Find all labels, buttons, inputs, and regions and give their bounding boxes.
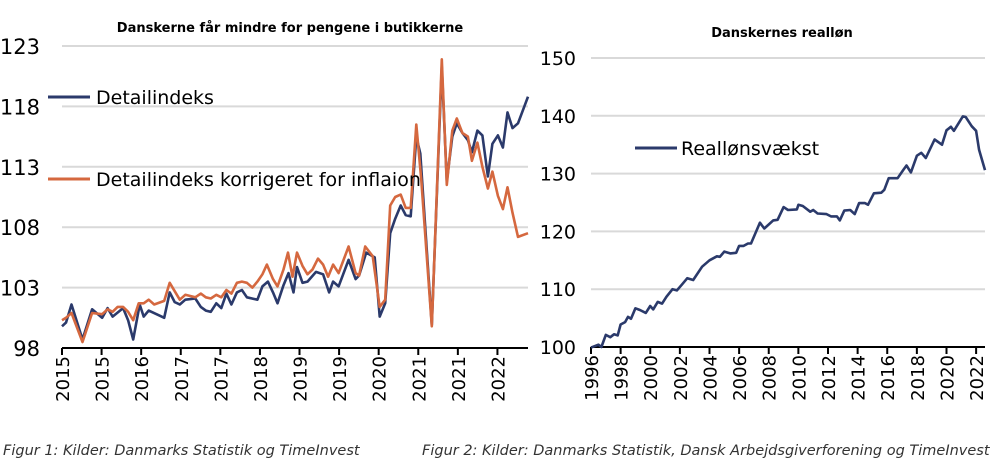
x-tick-label: 2014 (849, 355, 870, 401)
x-tick-label: 2016 (878, 355, 899, 401)
y-tick-label: 140 (540, 106, 576, 128)
x-tick-label: 2022 (967, 355, 988, 401)
legend: Reallønsvækst (635, 138, 819, 160)
legend-label: Detailindeks korrigeret for inflaion (96, 169, 421, 191)
series-line-detailindeks (61, 65, 530, 341)
x-tick-label: 2016 (132, 356, 153, 402)
x-tick-label: 1996 (582, 355, 603, 401)
chart-real-wage: Danskernes realløn 100 110 120 130 140 150 19… (422, 26, 991, 459)
x-tick-label: 2020 (370, 356, 391, 402)
x-tick-label: 2006 (730, 355, 751, 401)
x-tick-label: 2019 (291, 356, 312, 402)
y-tick-label: 150 (540, 48, 576, 70)
legend-label: Reallønsvækst (681, 138, 819, 160)
x-tick-label: 2004 (700, 355, 721, 401)
legend: Detailindeks Detailindeks korrigeret for… (48, 87, 421, 191)
x-tick-label: 2017 (211, 356, 232, 402)
x-tick-label: 2015 (53, 356, 74, 402)
y-tick-label: 120 (540, 221, 576, 243)
legend-label: Detailindeks (96, 87, 214, 109)
x-tick-label: 2012 (819, 355, 840, 401)
x-tick-label: 1998 (612, 355, 633, 401)
x-tick-label: 2017 (172, 356, 193, 402)
y-tick-label: 130 (540, 164, 576, 186)
x-tick-label: 2015 (93, 356, 114, 402)
y-tick-label: 113 (0, 156, 40, 180)
x-tick-label: 2021 (449, 356, 470, 402)
y-tick-label: 103 (0, 277, 40, 301)
x-tick-label: 2020 (937, 355, 958, 401)
x-tick-label: 2008 (760, 355, 781, 401)
x-tick-label: 2000 (641, 355, 662, 401)
figure-caption: Figur 1: Kilder: Danmarks Statistik og T… (3, 443, 361, 459)
y-tick-label: 100 (540, 337, 576, 359)
figure-caption: Figur 2: Kilder: Danmarks Statistik, Dan… (422, 443, 991, 459)
x-tick-label: 2018 (251, 356, 272, 402)
x-tick-label: 2018 (908, 355, 929, 401)
y-tick-label: 108 (0, 216, 40, 240)
x-tick-label: 2021 (409, 356, 430, 402)
y-tick-label: 110 (540, 279, 576, 301)
x-tick-label: 2022 (488, 356, 509, 402)
y-tick-label: 98 (13, 337, 40, 361)
chart-retail-index: Danskerne får mindre for pengene i butik… (0, 21, 530, 459)
x-tick-label: 2019 (330, 356, 351, 402)
series-line-detailindeks-korrigeret-for-inflaion (61, 58, 529, 344)
x-tick-label: 2002 (671, 355, 692, 401)
chart-title: Danskerne får mindre for pengene i butik… (117, 21, 464, 36)
chart-title: Danskernes realløn (711, 26, 853, 41)
y-tick-label: 123 (0, 35, 40, 59)
series-line-reallønsvækst (590, 115, 987, 349)
y-tick-label: 118 (0, 95, 40, 119)
x-tick-label: 2010 (789, 355, 810, 401)
